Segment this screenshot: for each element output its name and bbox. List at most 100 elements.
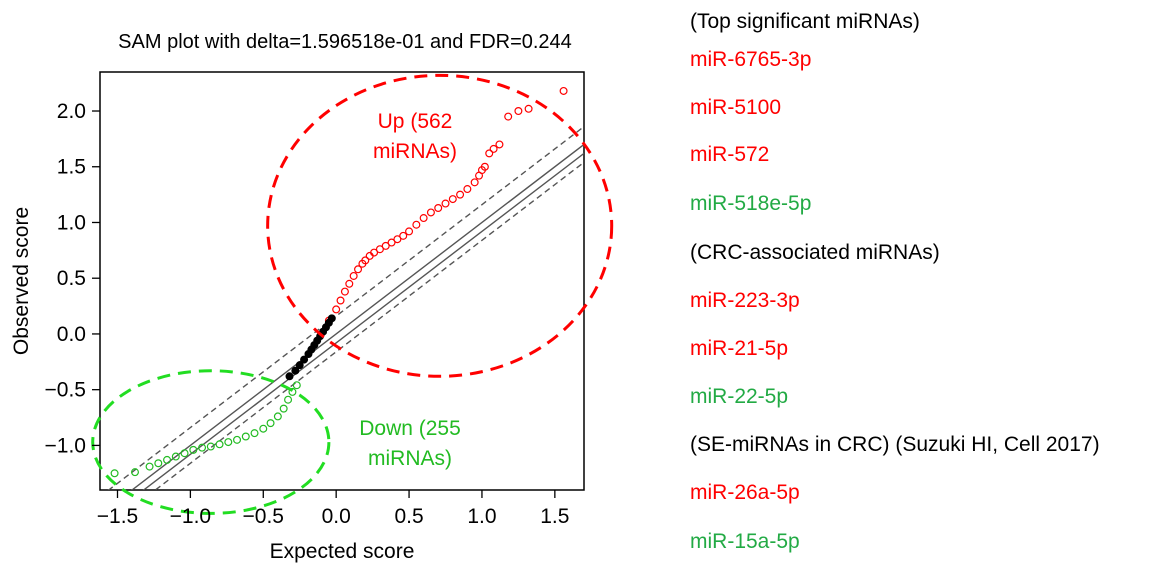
point-up — [340, 287, 349, 296]
point-up — [419, 214, 428, 223]
reference-line-3 — [107, 126, 584, 490]
y-tick-label: 1.0 — [57, 211, 86, 234]
up-ellipse — [266, 73, 614, 378]
y-axis: −1.0 −0.5 0.0 0.5 1.0 1.5 2.0 — [45, 100, 100, 457]
point-not-significant — [295, 361, 304, 370]
legend-mirna: miR-6765-3p — [690, 48, 812, 71]
x-axis: −1.5 −1.0 −0.5 0.0 0.5 1.0 1.5 — [97, 490, 569, 528]
legend-mirna: miR-21-5p — [690, 337, 789, 360]
down-ellipse — [91, 369, 331, 515]
point-up — [426, 208, 435, 217]
y-tick-label: 0.0 — [57, 323, 86, 346]
x-tick-label: 0.5 — [394, 505, 423, 528]
legend-mirna: miR-518e-5p — [690, 192, 812, 215]
x-tick-label: 1.0 — [467, 505, 496, 528]
point-down — [198, 443, 207, 452]
reference-lines — [107, 126, 584, 490]
point-down — [145, 462, 154, 471]
reference-line-4 — [154, 161, 584, 490]
point-down — [273, 412, 282, 421]
x-tick-label: −1.0 — [170, 505, 211, 528]
x-tick-label: 0.0 — [322, 505, 351, 528]
point-down — [110, 469, 119, 478]
point-down — [180, 449, 189, 458]
x-tick-label: −1.5 — [97, 505, 138, 528]
point-down — [250, 429, 259, 438]
y-tick-label: 0.5 — [57, 267, 86, 290]
point-down — [171, 452, 180, 461]
point-up — [381, 241, 390, 250]
y-axis-label: Observed score — [10, 207, 33, 355]
x-tick-label: −0.5 — [243, 505, 284, 528]
point-up — [480, 162, 489, 171]
plot-frame — [99, 71, 585, 491]
annotations: Up (562 miRNAs) Down (255 miRNAs) — [359, 110, 461, 470]
y-tick-label: 2.0 — [57, 100, 86, 123]
point-up — [375, 245, 384, 254]
legend-mirna: miR-15a-5p — [690, 530, 800, 553]
legend-mirna: miR-5100 — [690, 96, 782, 119]
mirna-list: (Top significant miRNAs) miR-6765-3p miR-5… — [690, 0, 1170, 564]
point-up — [485, 149, 494, 158]
point-down — [292, 381, 301, 390]
legend-mirna: miR-26a-5p — [690, 481, 800, 504]
legend-mirna: miR-22-5p — [690, 385, 789, 408]
y-tick-label: −0.5 — [45, 379, 86, 402]
y-tick-label: −1.0 — [45, 434, 86, 457]
point-down — [206, 442, 215, 451]
point-up — [370, 248, 379, 257]
annotation-label: miRNAs) — [368, 447, 452, 470]
chart-title: SAM plot with delta=1.596518e-01 and FDR… — [118, 31, 572, 53]
point-down — [215, 440, 224, 449]
point-down — [189, 445, 198, 454]
point-up — [361, 256, 370, 265]
point-up — [489, 144, 498, 153]
legend-mirna: miR-223-3p — [690, 289, 800, 312]
point-down — [284, 395, 293, 404]
point-down — [288, 387, 297, 396]
point-not-significant — [285, 372, 294, 381]
point-up — [345, 279, 354, 288]
point-up — [393, 235, 402, 244]
point-down — [266, 419, 275, 428]
point-up — [559, 86, 568, 95]
point-up — [412, 220, 421, 229]
point-up — [524, 104, 533, 113]
point-up — [470, 178, 479, 187]
sam-plot: SAM plot with delta=1.596518e-01 and FDR… — [10, 31, 614, 563]
data-points — [110, 86, 568, 478]
point-up — [354, 265, 363, 274]
plot-area — [107, 86, 584, 490]
point-not-significant — [327, 314, 336, 323]
point-up — [336, 296, 345, 305]
point-up — [441, 199, 450, 208]
point-down — [259, 424, 268, 433]
point-up — [405, 227, 414, 236]
point-down — [279, 404, 288, 413]
point-down — [163, 455, 172, 464]
point-up — [463, 185, 472, 194]
highlight-ellipses — [91, 73, 614, 515]
point-up — [456, 190, 465, 199]
x-tick-label: 1.5 — [540, 505, 569, 528]
annotation-label: Down (255 — [359, 417, 461, 440]
point-up — [495, 140, 504, 149]
point-down — [233, 435, 242, 444]
point-up — [434, 203, 443, 212]
x-axis-label: Expected score — [270, 540, 415, 563]
reference-line-2 — [142, 152, 584, 490]
annotation-label: Up (562 — [378, 110, 453, 133]
point-up — [387, 238, 396, 247]
point-up — [504, 112, 513, 121]
point-down — [224, 438, 233, 447]
y-tick-label: 1.5 — [57, 156, 86, 179]
point-not-significant — [291, 366, 300, 375]
point-down — [154, 459, 163, 468]
point-up — [514, 107, 523, 116]
point-up — [399, 231, 408, 240]
point-down — [130, 468, 139, 477]
point-up — [332, 305, 341, 314]
annotation-label: miRNAs) — [373, 140, 457, 163]
point-up — [448, 195, 457, 204]
point-down — [241, 432, 250, 441]
